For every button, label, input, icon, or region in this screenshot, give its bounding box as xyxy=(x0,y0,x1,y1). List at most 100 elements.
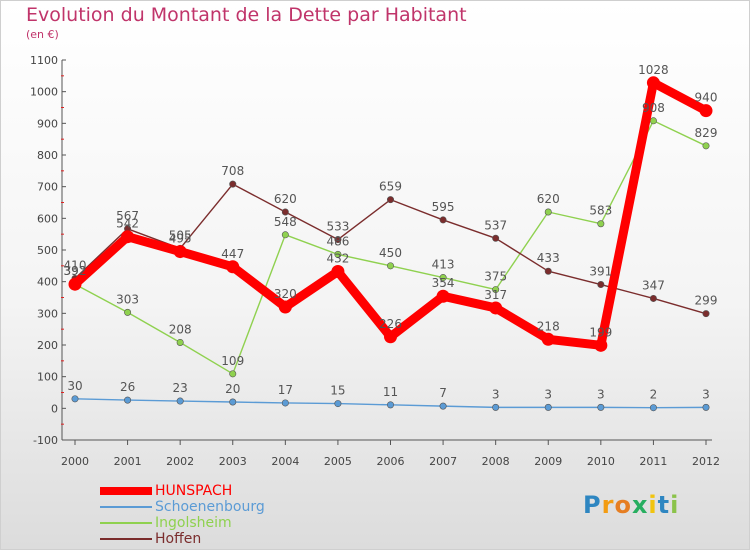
data-label-hunspach: 354 xyxy=(432,276,455,290)
data-label-hunspach: 542 xyxy=(116,217,139,231)
logo-letter: i xyxy=(648,491,658,519)
data-label-hunspach: 199 xyxy=(589,325,612,339)
proxiti-logo: Proxiti xyxy=(583,491,679,519)
y-tick-label: 400 xyxy=(37,276,58,289)
data-point-hunspach xyxy=(646,76,660,90)
x-tick-label: 2011 xyxy=(639,455,667,468)
data-point-ingolsheim xyxy=(544,208,552,216)
data-label-ingolsheim: 620 xyxy=(537,192,560,206)
data-label-hunspach: 320 xyxy=(274,287,297,301)
legend-swatch-ingolsheim xyxy=(100,522,152,524)
data-point-hoffen xyxy=(544,267,552,275)
data-label-hoffen: 433 xyxy=(537,251,560,265)
data-point-hoffen xyxy=(492,234,500,242)
y-tick-label: 900 xyxy=(37,117,58,130)
logo-letter: x xyxy=(631,491,649,519)
data-label-schoenenbourg: 3 xyxy=(492,387,500,401)
data-point-hunspach xyxy=(541,332,555,346)
y-tick-label: 100 xyxy=(37,371,58,384)
x-tick-label: 2004 xyxy=(271,455,299,468)
data-label-ingolsheim: 829 xyxy=(695,126,718,140)
data-label-hoffen: 505 xyxy=(169,228,192,242)
data-point-schoenenbourg xyxy=(386,401,394,409)
data-label-hunspach: 392 xyxy=(64,264,87,278)
x-tick-label: 2000 xyxy=(61,455,89,468)
data-point-schoenenbourg xyxy=(281,399,289,407)
data-point-schoenenbourg xyxy=(176,397,184,405)
legend-label-hoffen: Hoffen xyxy=(155,531,202,547)
data-label-hunspach: 226 xyxy=(379,317,402,331)
data-label-hoffen: 347 xyxy=(642,278,665,292)
data-point-schoenenbourg xyxy=(124,396,132,404)
data-label-hunspach: 495 xyxy=(169,232,192,246)
data-label-ingolsheim: 109 xyxy=(221,354,244,368)
data-point-hunspach xyxy=(226,260,240,274)
data-label-schoenenbourg: 3 xyxy=(702,387,710,401)
data-label-schoenenbourg: 30 xyxy=(67,379,82,393)
logo-letter: r xyxy=(601,491,615,519)
legend-label-schoenenbourg: Schoenenbourg xyxy=(155,499,265,515)
data-label-schoenenbourg: 11 xyxy=(383,385,398,399)
data-label-hoffen: 299 xyxy=(695,294,718,308)
data-point-hoffen xyxy=(702,310,710,318)
data-point-hunspach xyxy=(173,245,187,259)
data-label-hoffen: 410 xyxy=(64,259,87,273)
data-point-ingolsheim xyxy=(229,370,237,378)
data-label-schoenenbourg: 7 xyxy=(439,386,447,400)
data-label-ingolsheim: 392 xyxy=(64,264,87,278)
data-label-ingolsheim: 583 xyxy=(589,204,612,218)
data-point-hoffen xyxy=(439,216,447,224)
data-point-hunspach xyxy=(436,289,450,303)
y-tick-label: 1100 xyxy=(30,54,58,67)
legend-swatch-schoenenbourg xyxy=(100,506,152,508)
legend-swatch-hoffen xyxy=(100,538,152,540)
data-point-hoffen xyxy=(334,236,342,244)
x-tick-label: 2006 xyxy=(377,455,405,468)
data-label-ingolsheim: 486 xyxy=(326,234,349,248)
data-label-ingolsheim: 375 xyxy=(484,270,507,284)
data-point-hunspach xyxy=(594,338,608,352)
data-point-schoenenbourg xyxy=(439,402,447,410)
x-tick-label: 2002 xyxy=(166,455,194,468)
logo-letter: t xyxy=(657,491,671,519)
data-point-ingolsheim xyxy=(124,308,132,316)
chart-subtitle: (en €) xyxy=(26,28,59,41)
x-tick-label: 2010 xyxy=(587,455,615,468)
data-label-hunspach: 218 xyxy=(537,319,560,333)
legend-label-ingolsheim: Ingolsheim xyxy=(155,515,232,531)
legend-swatch-hunspach xyxy=(100,487,152,495)
data-point-hunspach xyxy=(121,230,135,244)
data-point-ingolsheim xyxy=(439,274,447,282)
data-point-schoenenbourg xyxy=(649,404,657,412)
data-point-hoffen xyxy=(597,281,605,289)
x-tick-label: 2012 xyxy=(692,455,720,468)
data-point-hunspach xyxy=(699,104,713,118)
data-label-schoenenbourg: 23 xyxy=(173,381,188,395)
logo-letter: o xyxy=(614,491,632,519)
data-point-schoenenbourg xyxy=(71,395,79,403)
data-label-hoffen: 533 xyxy=(326,220,349,234)
data-label-schoenenbourg: 26 xyxy=(120,380,135,394)
data-point-schoenenbourg xyxy=(702,403,710,411)
data-point-schoenenbourg xyxy=(334,400,342,408)
y-tick-label: 300 xyxy=(37,307,58,320)
data-label-hunspach: 447 xyxy=(221,247,244,261)
data-point-hunspach xyxy=(489,301,503,315)
data-point-hoffen xyxy=(281,208,289,216)
y-tick-label: -100 xyxy=(33,434,58,447)
data-point-hoffen xyxy=(229,180,237,188)
logo-letter: i xyxy=(670,491,680,519)
x-tick-label: 2007 xyxy=(429,455,457,468)
data-point-hunspach xyxy=(278,300,292,314)
y-tick-label: 800 xyxy=(37,149,58,162)
data-label-hoffen: 595 xyxy=(432,200,455,214)
data-label-ingolsheim: 908 xyxy=(642,101,665,115)
data-label-schoenenbourg: 3 xyxy=(544,387,552,401)
data-point-ingolsheim xyxy=(176,338,184,346)
data-label-hoffen: 620 xyxy=(274,192,297,206)
y-tick-label: 500 xyxy=(37,244,58,257)
data-point-ingolsheim xyxy=(492,286,500,294)
data-point-schoenenbourg xyxy=(597,403,605,411)
